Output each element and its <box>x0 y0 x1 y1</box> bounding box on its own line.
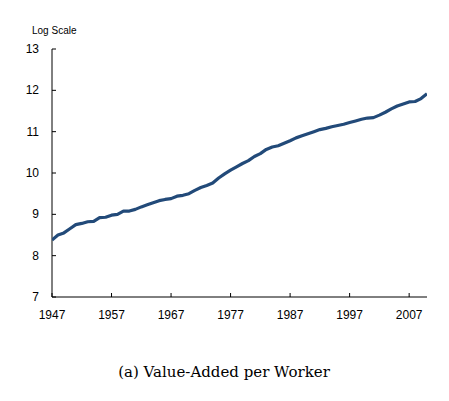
x-tick-label: 1947 <box>39 308 66 322</box>
x-tick <box>349 293 350 297</box>
x-tick-label: 1987 <box>277 308 304 322</box>
x-tick <box>409 293 410 297</box>
chart-svg: 7 8 9 10 11 12 13 1947 1957 1967 1977 1987 1997 2007 L… <box>0 0 449 401</box>
x-tick-label: 1957 <box>98 308 125 322</box>
y-tick-label: 13 <box>26 42 40 56</box>
y-tick-label: 11 <box>27 125 40 139</box>
x-tick <box>290 293 291 297</box>
x-tick-label: 1997 <box>336 308 363 322</box>
y-tick-label: 10 <box>26 166 40 180</box>
y-tick-label: 7 <box>32 290 39 304</box>
x-axis <box>52 297 427 298</box>
y-tick <box>52 255 56 256</box>
y-tick <box>52 49 56 50</box>
plot-area <box>52 94 427 240</box>
x-tick-label: 2007 <box>396 308 423 322</box>
y-tick-label: 9 <box>32 207 39 221</box>
y-tick <box>52 131 56 132</box>
x-tick-label: 1967 <box>158 308 185 322</box>
data-line <box>52 94 427 240</box>
y-tick <box>52 90 56 91</box>
x-tick <box>171 293 172 297</box>
y-tick-label: 12 <box>26 83 40 97</box>
y-tick <box>52 173 56 174</box>
y-tick-label: 8 <box>32 249 39 263</box>
y-axis-label: Log Scale <box>32 25 77 36</box>
y-tick <box>52 214 56 215</box>
chart-title: (a) Value-Added per Worker <box>118 363 330 381</box>
x-tick <box>111 293 112 297</box>
x-tick <box>52 293 53 297</box>
x-tick <box>230 293 231 297</box>
x-tick-label: 1977 <box>217 308 244 322</box>
chart-container: 7 8 9 10 11 12 13 1947 1957 1967 1977 1987 1997 2007 L… <box>0 0 449 401</box>
